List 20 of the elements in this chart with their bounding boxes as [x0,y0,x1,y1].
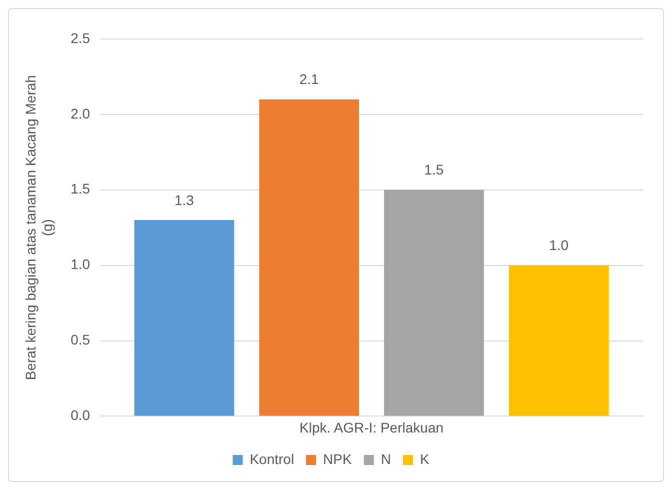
bar [384,190,484,416]
bar [508,265,609,416]
bar [259,99,360,416]
x-axis-title: Klpk. AGR-I: Perlakuan [300,419,444,436]
y-tick-label: 1.5 [70,180,90,197]
data-label: 2.1 [299,71,320,88]
y-axis-title: Berat kering bagian atas tanaman Kacang Merah (g) [22,75,56,380]
data-label: 1.0 [549,237,569,254]
legend-label: NPK [323,450,353,467]
y-tick-label: 0.5 [70,332,90,348]
y-tick-label: 1.0 [70,256,90,272]
legend-label: Kontrol [250,450,294,467]
y-tick-label: 2.0 [70,105,90,122]
data-label: 1.5 [424,162,444,178]
y-tick-label: 0.0 [70,407,90,424]
y-tick-label: 2.5 [70,30,90,46]
legend-label: K [420,450,430,467]
data-label: 1.3 [174,192,194,208]
bar [134,220,234,416]
legend-label: N [380,450,391,467]
